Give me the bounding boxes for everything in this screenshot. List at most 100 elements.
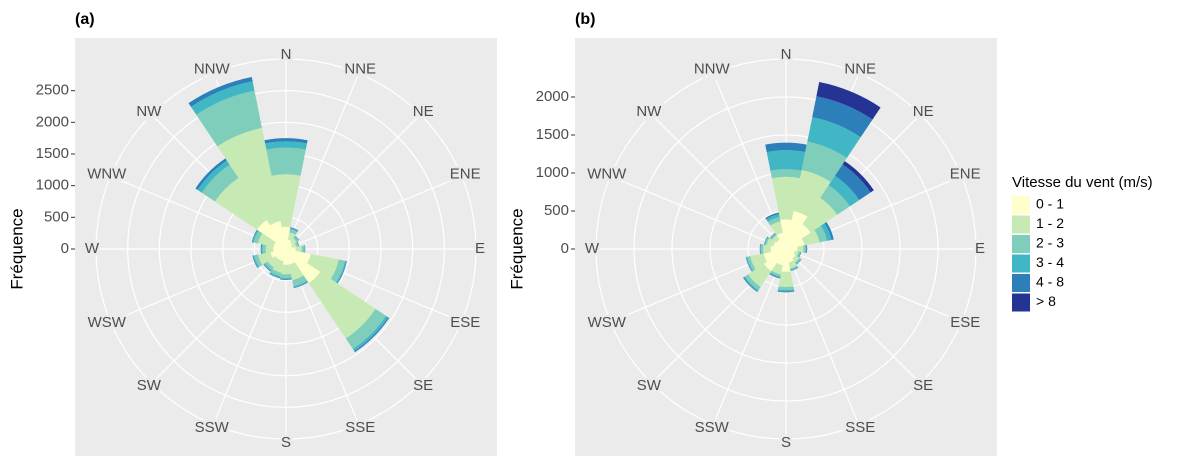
grid-spoke: [285, 175, 462, 250]
direction-label: SW: [137, 377, 162, 394]
direction-label: ENE: [450, 166, 481, 183]
panel-title: (a): [75, 11, 95, 28]
y-axis-title: Fréquence: [507, 208, 526, 289]
y-tick-label: 1000: [36, 177, 69, 194]
wedge: [748, 263, 772, 287]
wedge: [786, 246, 798, 252]
wedge: [786, 224, 811, 249]
legend-title: Vitesse du vent (m/s): [1012, 174, 1153, 191]
wedge: [272, 259, 284, 273]
wedge: [745, 256, 753, 272]
wedge: [820, 185, 850, 215]
wedge: [777, 290, 795, 293]
wedge: [790, 266, 799, 271]
wedge: [834, 164, 871, 201]
wedge: [806, 244, 808, 254]
grid-spoke: [212, 248, 287, 425]
direction-label: NNW: [694, 61, 731, 78]
wedge: [786, 249, 796, 259]
y-tick-label: 1500: [536, 126, 569, 143]
wedge: [770, 246, 786, 252]
wedge: [337, 260, 347, 284]
wedge: [266, 147, 306, 176]
direction-label: WNW: [87, 166, 127, 183]
wedge: [764, 236, 768, 245]
wedge: [763, 249, 786, 262]
direction-label: E: [475, 240, 485, 257]
wedge: [771, 262, 783, 275]
direction-label: N: [781, 46, 792, 63]
wedge: [801, 141, 847, 183]
y-tick-label: 2500: [36, 82, 69, 99]
wedge: [253, 230, 263, 244]
wedge: [773, 241, 786, 249]
legend-swatch: [1012, 293, 1030, 312]
wedge: [252, 255, 259, 269]
wedge: [251, 229, 258, 243]
direction-label: NNE: [844, 61, 876, 78]
wedge: [781, 249, 791, 272]
wedge: [261, 244, 264, 254]
wedge: [188, 76, 253, 107]
direction-label: SW: [637, 377, 662, 394]
direction-label: NW: [136, 103, 162, 120]
grid-spoke: [651, 114, 787, 250]
wedge: [269, 272, 281, 278]
wedge: [769, 272, 781, 278]
wedge: [264, 138, 308, 144]
panel-title: (b): [575, 11, 595, 28]
direction-label: NNE: [344, 61, 376, 78]
wedge: [297, 241, 300, 247]
wedge: [780, 219, 792, 249]
wedge: [286, 239, 292, 249]
wedge: [286, 242, 293, 249]
wedge: [294, 241, 299, 247]
wedge: [289, 227, 298, 233]
wedge: [828, 175, 860, 207]
legend-swatch: [1012, 254, 1030, 273]
wedge: [270, 221, 286, 249]
wedge: [279, 278, 293, 281]
grid-spoke: [785, 248, 860, 425]
wedge: [330, 259, 346, 283]
wedge: [291, 243, 297, 248]
wedge: [258, 252, 273, 265]
wedge: [805, 244, 807, 254]
legend-swatch: [1012, 215, 1030, 234]
y-tick-label: 1500: [36, 145, 69, 162]
wedge: [763, 244, 772, 254]
direction-label: NNW: [194, 61, 231, 78]
wedge: [744, 274, 761, 291]
wedge: [282, 249, 290, 265]
wedge: [278, 249, 286, 262]
legend-label: 3 - 4: [1036, 254, 1064, 270]
legend-label: 1 - 2: [1036, 215, 1064, 231]
wedge: [336, 260, 347, 284]
wedge: [253, 255, 260, 268]
direction-label: E: [975, 240, 985, 257]
wedge: [769, 232, 776, 239]
wedge: [765, 237, 770, 246]
wedge: [293, 236, 299, 242]
wedge: [294, 235, 300, 241]
wedge: [770, 169, 802, 179]
grid-spoke: [785, 248, 921, 384]
direction-label: ENE: [950, 166, 981, 183]
wedge: [770, 221, 783, 236]
legend-label: 2 - 3: [1036, 235, 1064, 251]
wedge: [263, 263, 272, 272]
legend-swatch: [1012, 196, 1030, 214]
wedge: [842, 161, 874, 193]
y-tick-label: 500: [544, 202, 569, 219]
direction-label: N: [281, 46, 292, 63]
wedge: [778, 271, 794, 287]
legend-swatch: [1012, 235, 1030, 253]
wedge: [793, 169, 831, 217]
wedge: [273, 246, 286, 252]
direction-label: ESE: [450, 314, 480, 331]
wedge: [786, 238, 805, 249]
wedge: [747, 256, 756, 271]
direction-label: WNW: [587, 166, 627, 183]
wedge: [267, 256, 279, 268]
legend-label: 0 - 1: [1036, 196, 1064, 212]
